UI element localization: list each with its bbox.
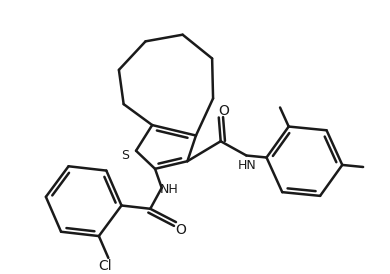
Text: Cl: Cl [99,259,112,273]
Text: O: O [218,104,229,118]
Text: O: O [175,223,186,237]
Text: S: S [122,149,129,162]
Text: NH: NH [160,183,179,196]
Text: HN: HN [238,159,257,172]
